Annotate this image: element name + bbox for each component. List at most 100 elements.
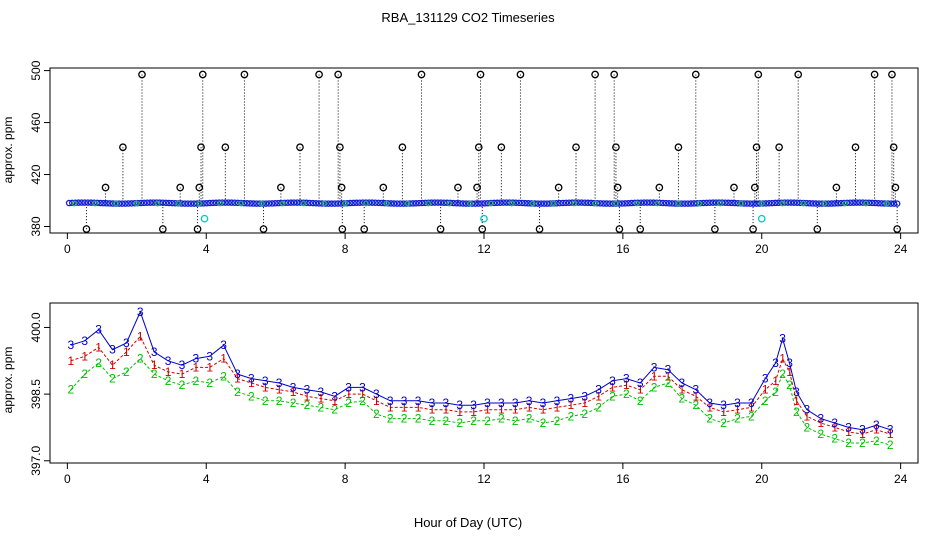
baseline-point bbox=[865, 199, 873, 207]
series-3-line bbox=[70, 310, 891, 431]
series-2-marker: 2 bbox=[401, 412, 408, 426]
baseline-points bbox=[65, 199, 901, 207]
series-3-marker: 3 bbox=[651, 360, 658, 374]
series-2-marker: 2 bbox=[387, 412, 394, 426]
series-3-marker: 3 bbox=[772, 356, 779, 370]
baseline-point bbox=[250, 200, 257, 207]
baseline-point bbox=[859, 199, 867, 206]
baseline-point bbox=[615, 200, 623, 207]
baseline-point bbox=[622, 200, 629, 207]
baseline-point bbox=[390, 200, 398, 207]
baseline-point bbox=[209, 199, 217, 207]
series-2-marker: 2 bbox=[109, 372, 116, 386]
baseline-point bbox=[790, 199, 798, 206]
series-2-marker: 2 bbox=[786, 378, 793, 392]
series-2-marker: 2 bbox=[772, 385, 779, 399]
x-tick-label: 4 bbox=[203, 242, 210, 256]
baseline-point bbox=[853, 199, 860, 206]
baseline-point bbox=[687, 200, 695, 207]
series-1-marker: 1 bbox=[772, 374, 779, 388]
baseline-point bbox=[562, 199, 570, 207]
baseline-point bbox=[228, 199, 235, 206]
baseline-point bbox=[856, 199, 863, 206]
baseline-point-alt bbox=[154, 200, 161, 207]
series-2-marker: 2 bbox=[845, 436, 852, 450]
series-1-marker: 1 bbox=[609, 380, 616, 394]
y-tick-label: 398.5 bbox=[29, 379, 43, 409]
baseline-point-alt bbox=[758, 200, 765, 207]
outlier-point bbox=[612, 143, 620, 152]
baseline-point bbox=[187, 200, 195, 207]
series-2-marker: 2 bbox=[137, 352, 144, 366]
series-1-marker: 1 bbox=[734, 403, 741, 417]
outlier-point bbox=[613, 183, 622, 192]
baseline-point bbox=[806, 200, 813, 207]
baseline-point bbox=[809, 200, 817, 207]
series-1-marker: 1 bbox=[276, 383, 283, 397]
baseline-point-alt bbox=[738, 200, 744, 207]
series-1-marker: 1 bbox=[345, 387, 352, 401]
baseline-point bbox=[106, 200, 113, 207]
baseline-point bbox=[293, 199, 301, 206]
x-tick-label: 4 bbox=[203, 472, 210, 486]
baseline-point bbox=[309, 199, 317, 207]
baseline-point bbox=[122, 200, 129, 207]
baseline-point bbox=[559, 199, 567, 207]
outlier-point bbox=[158, 225, 167, 233]
baseline-point bbox=[397, 200, 404, 207]
baseline-point-alt bbox=[800, 200, 807, 207]
baseline-point bbox=[478, 200, 485, 207]
outlier-point bbox=[454, 183, 462, 192]
baseline-point bbox=[725, 199, 732, 207]
baseline-point bbox=[468, 200, 476, 207]
baseline-point bbox=[672, 200, 679, 207]
baseline-point-alt bbox=[92, 200, 98, 207]
series-3-marker: 3 bbox=[804, 403, 811, 417]
y-tick-label: 380 bbox=[29, 216, 43, 236]
series-2-marker: 2 bbox=[373, 407, 380, 421]
baseline-point bbox=[740, 200, 748, 207]
series-1-marker: 1 bbox=[165, 365, 172, 379]
outlier-point bbox=[636, 225, 645, 233]
series-3-marker: 3 bbox=[331, 389, 338, 403]
outlier-point bbox=[591, 70, 599, 79]
baseline-point bbox=[356, 199, 363, 206]
baseline-point bbox=[368, 199, 376, 206]
series-3-marker: 3 bbox=[304, 383, 311, 397]
baseline-point bbox=[193, 200, 201, 207]
baseline-point bbox=[240, 199, 248, 207]
series-1-marker: 1 bbox=[415, 400, 422, 414]
series-2-marker: 2 bbox=[81, 367, 88, 381]
baseline-point-alt bbox=[467, 200, 473, 207]
series-2-marker: 2 bbox=[793, 405, 800, 419]
baseline-point bbox=[131, 200, 138, 207]
outlier-point bbox=[240, 70, 249, 79]
baseline-point bbox=[706, 199, 713, 206]
series-2-marker: 2 bbox=[415, 412, 422, 426]
series-1-marker: 1 bbox=[706, 400, 713, 414]
baseline-point bbox=[678, 200, 685, 207]
series-2-marker: 2 bbox=[720, 416, 727, 430]
baseline-point-alt bbox=[696, 200, 703, 207]
outlier-point bbox=[473, 183, 481, 192]
baseline-point-alt bbox=[633, 200, 640, 207]
baseline-point bbox=[125, 200, 132, 207]
outlier-point bbox=[711, 225, 719, 233]
series-1-marker: 1 bbox=[470, 405, 477, 419]
baseline-point bbox=[303, 199, 310, 207]
series-2-marker: 2 bbox=[779, 367, 786, 381]
x-axis-label: Hour of Day (UTC) bbox=[414, 515, 522, 530]
x-tick-label: 12 bbox=[477, 242, 491, 256]
co2-raw-panel: 380 420 460 500 0 4 8 12 16 20 24 approx. ppm bbox=[1, 60, 919, 256]
baseline-point bbox=[415, 199, 423, 207]
series-1-marker: 1 bbox=[220, 352, 227, 366]
baseline-point bbox=[818, 200, 826, 207]
baseline-point bbox=[434, 199, 442, 206]
raw-y-axis-label: approx. ppm bbox=[1, 117, 15, 184]
series-3-marker: 3 bbox=[526, 394, 533, 408]
series-3-marker: 3 bbox=[220, 338, 227, 352]
series-2-marker: 2 bbox=[442, 414, 449, 428]
outlier-point bbox=[417, 70, 426, 79]
series-3-marker: 3 bbox=[706, 396, 713, 410]
baseline-point bbox=[225, 199, 232, 206]
